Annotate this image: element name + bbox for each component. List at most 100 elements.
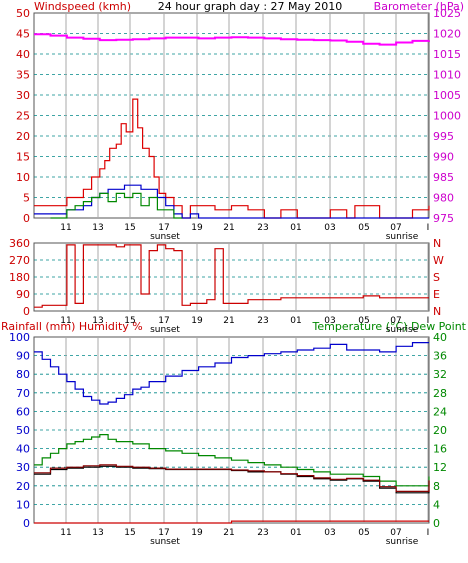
- left-tick-label: 60: [16, 405, 30, 418]
- right-tick-label: 1015: [433, 48, 461, 61]
- x-tick-label: 03: [324, 528, 335, 538]
- sunset-label: sunset: [150, 537, 180, 547]
- left-tick-label: 70: [16, 387, 30, 400]
- sunrise-label: sunrise: [386, 232, 419, 242]
- x-tick-label: 13: [92, 316, 103, 326]
- right-tick-label: 995: [433, 130, 454, 143]
- x-tick-label: 07: [390, 223, 401, 233]
- sunrise-label: sunrise: [386, 325, 419, 335]
- right-tick-label: 24: [433, 405, 447, 418]
- right-tick-label: 20: [433, 424, 447, 437]
- left-tick-label: 20: [16, 480, 30, 493]
- left-tick-label: 40: [16, 443, 30, 456]
- x-tick-label: 07: [390, 528, 401, 538]
- left-tick-label: 10: [16, 498, 30, 511]
- x-tick-label: 17: [158, 528, 169, 538]
- series-apparent-line: [34, 464, 430, 492]
- left-tick-label: 100: [9, 331, 30, 344]
- right-tick-label: 1020: [433, 28, 461, 41]
- x-tick-label: 15: [124, 223, 135, 233]
- right-tick-label: 36: [433, 350, 447, 363]
- right-tick-label: 8: [433, 480, 440, 493]
- series-temperature-line: [34, 434, 430, 487]
- temperature-dewpoint-axis-label: Temperature (°C) Dew Point: [312, 320, 467, 333]
- x-tick-label: 21: [223, 528, 234, 538]
- x-tick-label: I: [427, 316, 430, 326]
- panels: 5045403530252015105010251020101510101005…: [9, 7, 461, 547]
- right-tick-label: 975: [433, 212, 454, 225]
- x-tick-label: 17: [158, 316, 169, 326]
- rain_humidity_temperature-panel: 1009080706050403020100403632282420161284…: [9, 331, 447, 547]
- left-tick-label: 0: [23, 517, 30, 530]
- series-humidity-line: [34, 342, 429, 405]
- x-tick-label: 07: [390, 316, 401, 326]
- left-tick-label: 0: [23, 305, 30, 318]
- x-tick-label: 03: [324, 316, 335, 326]
- left-tick-label: 15: [16, 151, 30, 164]
- x-tick-label: 13: [92, 528, 103, 538]
- right-tick-label: 985: [433, 171, 454, 184]
- series-rain-line: [34, 520, 429, 524]
- left-tick-label: 45: [16, 28, 30, 41]
- left-tick-label: 80: [16, 368, 30, 381]
- right-tick-label: E: [433, 288, 440, 301]
- x-tick-label: 17: [158, 223, 169, 233]
- left-tick-label: 50: [16, 424, 30, 437]
- plot-area: [33, 336, 430, 524]
- x-tick-label: 01: [290, 223, 301, 233]
- left-tick-label: 10: [16, 171, 30, 184]
- right-tick-label: 1005: [433, 89, 461, 102]
- x-tick-label: 05: [358, 528, 369, 538]
- right-tick-label: 12: [433, 461, 447, 474]
- left-tick-label: 0: [23, 212, 30, 225]
- right-tick-label: N: [433, 237, 441, 250]
- left-tick-label: 30: [16, 461, 30, 474]
- right-tick-label: W: [433, 254, 444, 267]
- x-tick-label: 15: [124, 528, 135, 538]
- wind-axis-label: Windspeed (kmh): [34, 0, 131, 13]
- plot-area: [33, 242, 430, 312]
- x-tick-label: 23: [257, 528, 268, 538]
- right-tick-label: 0: [433, 517, 440, 530]
- x-tick-label: 19: [191, 223, 203, 233]
- series-barometer-line: [34, 33, 430, 46]
- chart-title: 24 hour graph day : 27 May 2010: [158, 0, 343, 13]
- x-tick-label: I: [427, 223, 430, 233]
- x-tick-label: I: [427, 528, 430, 538]
- x-tick-label: 21: [223, 316, 234, 326]
- left-tick-label: 50: [16, 7, 30, 20]
- right-tick-label: N: [433, 305, 441, 318]
- series-average-line: [34, 184, 429, 219]
- right-tick-label: 16: [433, 443, 447, 456]
- x-tick-label: 13: [92, 223, 103, 233]
- left-tick-label: 180: [9, 271, 30, 284]
- x-tick-label: 19: [191, 316, 203, 326]
- x-tick-label: 03: [324, 223, 335, 233]
- x-tick-label: 11: [60, 528, 71, 538]
- series-direction-line: [34, 244, 429, 308]
- right-tick-label: 1025: [433, 7, 461, 20]
- x-tick-label: 23: [257, 223, 268, 233]
- left-tick-label: 30: [16, 89, 30, 102]
- left-tick-label: 90: [16, 350, 30, 363]
- x-tick-label: 23: [257, 316, 268, 326]
- x-tick-label: 05: [358, 223, 369, 233]
- x-tick-label: 15: [124, 316, 135, 326]
- right-tick-label: 990: [433, 151, 454, 164]
- sunrise-label: sunrise: [386, 537, 419, 547]
- left-tick-label: 5: [23, 192, 30, 205]
- barometer-axis-label: Barometer (hPa): [374, 0, 464, 13]
- x-tick-label: 05: [358, 316, 369, 326]
- x-tick-label: 01: [290, 528, 301, 538]
- left-tick-label: 360: [9, 237, 30, 250]
- right-tick-label: 32: [433, 368, 447, 381]
- left-tick-label: 90: [16, 288, 30, 301]
- plot-area: [33, 12, 430, 219]
- wind-panel: 5045403530252015105010251020101510101005…: [16, 7, 461, 242]
- right-tick-label: 980: [433, 192, 454, 205]
- x-tick-label: 19: [191, 528, 203, 538]
- x-tick-label: 11: [60, 223, 71, 233]
